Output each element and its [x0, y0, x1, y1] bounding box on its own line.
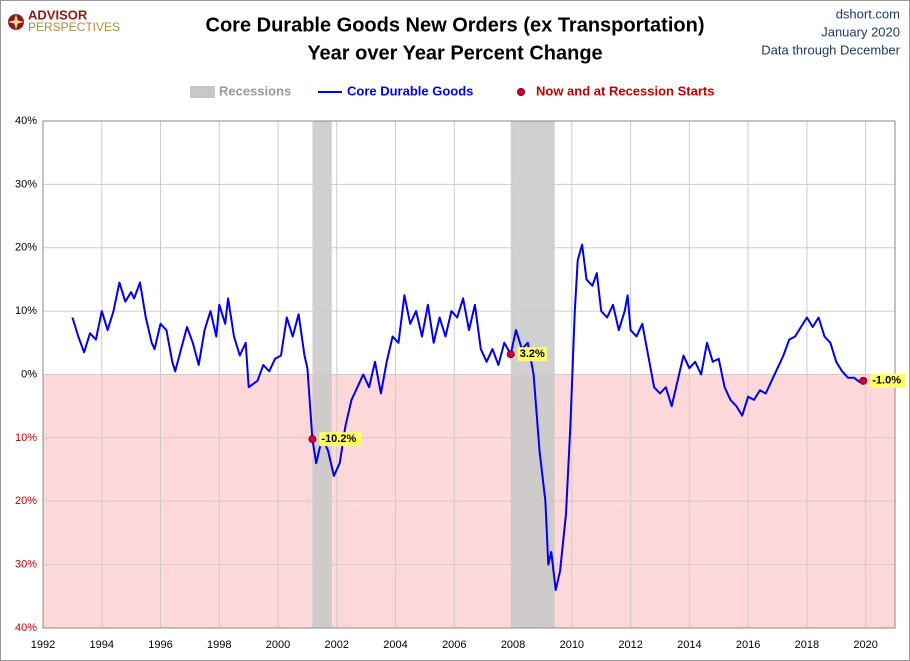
label-box: [517, 347, 547, 362]
chart-title: Core Durable Goods New Orders (ex Transp…: [206, 14, 705, 36]
marker: [308, 435, 317, 444]
x-tick-label: 2000: [266, 639, 290, 651]
x-tick-label: 2016: [736, 639, 760, 651]
x-tick-label: 2006: [442, 639, 466, 651]
marker: [859, 376, 868, 385]
y-tick-label: 40%: [15, 622, 37, 634]
x-tick-label: 1998: [207, 639, 231, 651]
source: January 2020: [821, 24, 900, 39]
x-tick-label: 2014: [677, 639, 701, 651]
x-tick-label: 2020: [853, 639, 877, 651]
x-tick-label: 1996: [148, 639, 172, 651]
data-label: -1.0%: [872, 375, 901, 387]
chart-subtitle: Year over Year Percent Change: [307, 42, 602, 64]
y-tick-label: 20%: [15, 242, 37, 254]
y-tick-label: 40%: [15, 115, 37, 127]
logo-text: PERSPECTIVES: [28, 20, 120, 34]
source: dshort.com: [836, 6, 900, 21]
data-label: 3.2%: [520, 348, 545, 360]
y-tick-label: 10%: [15, 305, 37, 317]
x-tick-label: 2018: [795, 639, 819, 651]
x-tick-label: 2002: [325, 639, 349, 651]
legend-swatch: [517, 88, 525, 96]
marker: [506, 350, 515, 359]
x-tick-label: 2012: [618, 639, 642, 651]
y-tick-label: 0%: [21, 368, 37, 380]
x-tick-label: 1994: [90, 639, 114, 651]
y-tick-label: 30%: [15, 178, 37, 190]
logo-compass: [8, 14, 24, 30]
x-tick-label: 2004: [383, 639, 407, 651]
legend-swatch: [190, 86, 215, 98]
y-tick-label: 30%: [15, 559, 37, 571]
source: Data through December: [761, 42, 900, 57]
x-tick-label: 2010: [560, 639, 584, 651]
data-label: -10.2%: [321, 433, 356, 445]
legend-label: Now and at Recession Starts: [536, 83, 714, 98]
label-box: [870, 373, 906, 388]
y-tick-label: 10%: [15, 432, 37, 444]
x-tick-label: 1992: [31, 639, 55, 651]
legend-label: Core Durable Goods: [347, 83, 473, 98]
legend-label: Recessions: [219, 83, 291, 98]
line: [71, 243, 864, 591]
label-box: [319, 432, 362, 447]
y-tick-label: 20%: [15, 495, 37, 507]
logo-text: ADVISOR: [28, 7, 88, 22]
x-tick-label: 2008: [501, 639, 525, 651]
